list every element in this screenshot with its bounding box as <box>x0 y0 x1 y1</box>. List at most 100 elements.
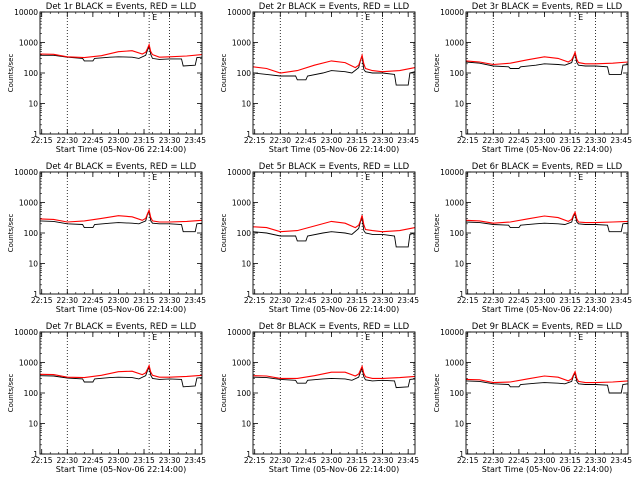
y-tick-label: 10 <box>28 420 38 429</box>
x-tick-label: 23:15 <box>133 296 155 305</box>
y-tick-label: 10 <box>241 420 251 429</box>
plot-frame <box>252 11 416 135</box>
x-tick-label: 22:45 <box>295 136 317 145</box>
lld-series-line <box>252 215 416 233</box>
panel-4: Det 4r BLACK = Events, RED = LLD 1 10 100 10… <box>7 162 206 314</box>
x-tick-label: 23:15 <box>133 136 155 145</box>
lld-series-line <box>465 210 629 224</box>
x-axis-label: Start Time (05-Nov-06 22:14:00) <box>482 305 612 314</box>
y-tick-label: 1000 <box>232 199 251 208</box>
x-tick-label: 22:45 <box>82 296 104 305</box>
x-tick-label: 23:45 <box>397 456 419 465</box>
lld-series-line <box>252 364 416 379</box>
x-tick-label: 22:45 <box>508 296 530 305</box>
x-tick-label: 22:45 <box>508 136 530 145</box>
y-tick-label: 100 <box>237 69 252 78</box>
x-tick-label: 22:30 <box>269 456 291 465</box>
x-tick-label: 23:45 <box>397 296 419 305</box>
y-tick-label: 100 <box>24 229 39 238</box>
plot-frame <box>39 171 203 295</box>
x-tick-label: 22:30 <box>56 456 78 465</box>
events-series-line <box>465 52 629 75</box>
marker-label: E <box>152 173 157 182</box>
y-tick-label: 100 <box>24 69 39 78</box>
panel-title: Det 5r BLACK = Events, RED = LLD <box>259 162 410 172</box>
x-tick-label: 23:30 <box>372 456 394 465</box>
y-tick-label: 10 <box>454 100 464 109</box>
x-tick-label: 23:30 <box>585 136 607 145</box>
panel-6: Det 6r BLACK = Events, RED = LLD 1 10 100 10… <box>433 162 632 314</box>
y-tick-label: 1 <box>246 130 251 139</box>
x-axis-label: Start Time (05-Nov-06 22:14:00) <box>482 145 612 154</box>
y-tick-label: 1 <box>459 290 464 299</box>
y-axis-label: Counts/sec <box>7 214 15 253</box>
plot-frame <box>252 331 416 455</box>
y-tick-label: 10000 <box>227 328 251 337</box>
y-tick-label: 100 <box>237 229 252 238</box>
x-tick-label: 23:45 <box>184 136 206 145</box>
plot-frame <box>39 11 203 135</box>
x-tick-label: 22:15 <box>244 136 266 145</box>
panel-title: Det 3r BLACK = Events, RED = LLD <box>472 2 623 12</box>
x-tick-label: 23:45 <box>184 456 206 465</box>
lld-series-line <box>39 363 203 379</box>
x-axis-label: Start Time (05-Nov-06 22:14:00) <box>269 465 399 474</box>
x-tick-label: 22:30 <box>269 136 291 145</box>
plot-frame <box>465 331 629 455</box>
y-tick-label: 10000 <box>227 8 251 17</box>
y-tick-label: 1000 <box>445 39 464 48</box>
x-tick-label: 23:00 <box>534 296 556 305</box>
x-tick-label: 22:30 <box>269 296 291 305</box>
x-tick-label: 23:15 <box>559 136 581 145</box>
x-axis-label: Start Time (05-Nov-06 22:14:00) <box>269 145 399 154</box>
y-tick-label: 1 <box>459 450 464 459</box>
x-tick-label: 23:30 <box>159 296 181 305</box>
marker-label: E <box>152 13 157 22</box>
events-series-line <box>39 210 203 233</box>
plot-frame <box>465 11 629 135</box>
panel-7: Det 7r BLACK = Events, RED = LLD 1 10 100 10… <box>7 322 206 474</box>
panel-title: Det 7r BLACK = Events, RED = LLD <box>46 322 197 332</box>
events-series-line <box>40 44 203 67</box>
panel-5: Det 5r BLACK = Events, RED = LLD 1 10 100 10… <box>220 162 419 314</box>
y-tick-label: 1 <box>33 450 38 459</box>
x-tick-label: 23:45 <box>397 136 419 145</box>
y-tick-label: 10 <box>454 260 464 269</box>
y-tick-label: 1000 <box>445 199 464 208</box>
x-tick-label: 22:15 <box>457 456 479 465</box>
x-tick-label: 23:00 <box>321 456 343 465</box>
panel-title: Det 1r BLACK = Events, RED = LLD <box>46 2 197 12</box>
plot-frame <box>252 171 416 295</box>
x-axis-label: Start Time (05-Nov-06 22:14:00) <box>269 305 399 314</box>
x-tick-label: 22:30 <box>482 456 504 465</box>
x-tick-label: 23:00 <box>321 136 343 145</box>
x-tick-label: 23:00 <box>108 136 130 145</box>
y-axis-label: Counts/sec <box>7 54 15 93</box>
x-tick-label: 22:15 <box>31 296 53 305</box>
y-tick-label: 100 <box>24 389 39 398</box>
x-tick-label: 23:15 <box>133 456 155 465</box>
x-tick-label: 22:15 <box>244 296 266 305</box>
y-tick-label: 10 <box>28 100 38 109</box>
y-tick-label: 10000 <box>227 168 251 177</box>
panel-1: Det 1r BLACK = Events, RED = LLD 1 10 100 10… <box>7 2 206 154</box>
x-tick-label: 23:30 <box>585 296 607 305</box>
x-tick-label: 23:30 <box>159 136 181 145</box>
x-tick-label: 23:00 <box>534 456 556 465</box>
y-tick-label: 1 <box>246 290 251 299</box>
x-tick-label: 23:45 <box>610 296 632 305</box>
x-tick-label: 22:30 <box>482 136 504 145</box>
lld-series-line <box>252 53 416 74</box>
x-tick-label: 22:45 <box>508 456 530 465</box>
x-tick-label: 23:15 <box>346 456 368 465</box>
y-tick-label: 10000 <box>440 168 464 177</box>
x-axis-label: Start Time (05-Nov-06 22:14:00) <box>56 145 186 154</box>
y-tick-label: 10000 <box>14 168 38 177</box>
panel-3: Det 3r BLACK = Events, RED = LLD 1 10 100 10… <box>433 2 632 154</box>
events-series-line <box>252 366 416 389</box>
y-tick-label: 10 <box>241 100 251 109</box>
x-tick-label: 22:45 <box>295 456 317 465</box>
x-tick-label: 23:00 <box>534 136 556 145</box>
events-series-line <box>465 212 629 233</box>
